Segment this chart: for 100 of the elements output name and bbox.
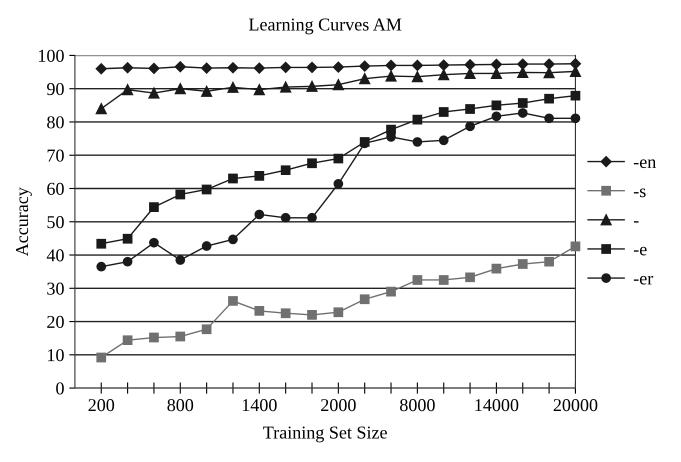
point bbox=[280, 81, 292, 93]
point bbox=[149, 238, 159, 248]
point bbox=[122, 84, 134, 96]
point bbox=[175, 255, 186, 265]
point bbox=[544, 67, 555, 78]
point bbox=[492, 111, 502, 122]
point bbox=[518, 98, 528, 108]
legend-label: -s bbox=[634, 188, 646, 198]
point bbox=[96, 63, 107, 74]
point bbox=[148, 87, 160, 99]
point bbox=[228, 296, 238, 306]
point bbox=[490, 58, 502, 70]
chart-title: Learning Curves AM bbox=[248, 18, 402, 34]
point bbox=[333, 307, 344, 318]
point bbox=[438, 59, 450, 71]
point bbox=[307, 158, 317, 168]
point bbox=[412, 137, 422, 147]
point bbox=[280, 212, 291, 223]
y-tick-label: 30 bbox=[47, 282, 64, 295]
y-tick-label: 80 bbox=[47, 116, 64, 128]
point bbox=[412, 114, 422, 124]
point bbox=[149, 202, 159, 212]
point bbox=[201, 86, 212, 97]
point bbox=[227, 62, 239, 74]
legend-label: -er bbox=[634, 276, 654, 285]
legend-label: -en bbox=[634, 159, 656, 168]
point bbox=[465, 272, 475, 282]
x-tick-label: 14000 bbox=[475, 399, 518, 412]
point bbox=[359, 73, 370, 84]
point bbox=[96, 238, 106, 249]
point bbox=[333, 178, 344, 189]
legend-label: - bbox=[634, 221, 639, 223]
x-tick-label: 200 bbox=[88, 399, 114, 412]
point bbox=[544, 113, 554, 124]
y-tick-label: 10 bbox=[48, 349, 64, 362]
point bbox=[517, 58, 528, 70]
y-axis-title: Accuracy bbox=[16, 187, 32, 256]
point bbox=[201, 62, 212, 74]
point bbox=[280, 308, 291, 318]
x-tick-label: 1400 bbox=[242, 399, 277, 412]
point bbox=[228, 174, 238, 184]
point bbox=[544, 94, 554, 104]
point bbox=[490, 68, 502, 79]
point bbox=[438, 275, 449, 285]
y-tick-label: 100 bbox=[39, 50, 64, 62]
point bbox=[148, 62, 160, 74]
point bbox=[465, 104, 475, 114]
point bbox=[332, 61, 344, 73]
point bbox=[306, 62, 318, 74]
point bbox=[122, 256, 132, 267]
x-axis-title: Training Set Size bbox=[263, 426, 387, 442]
point bbox=[254, 84, 265, 96]
point bbox=[518, 259, 528, 269]
point bbox=[570, 242, 580, 252]
point bbox=[149, 332, 159, 342]
point bbox=[254, 170, 264, 181]
point bbox=[202, 324, 212, 334]
point bbox=[333, 154, 344, 164]
point bbox=[570, 58, 582, 70]
point bbox=[175, 332, 186, 342]
point bbox=[307, 212, 317, 223]
point bbox=[332, 79, 344, 90]
point bbox=[96, 103, 107, 114]
point bbox=[254, 306, 264, 316]
point bbox=[385, 70, 397, 82]
point bbox=[227, 82, 239, 93]
y-tick-label: 70 bbox=[48, 149, 64, 162]
y-tick-label: 20 bbox=[47, 316, 64, 328]
point bbox=[438, 135, 449, 146]
point bbox=[122, 62, 134, 74]
point bbox=[492, 264, 502, 274]
point bbox=[280, 62, 292, 74]
point bbox=[228, 234, 238, 244]
y-tick-label: 90 bbox=[47, 82, 64, 96]
point bbox=[492, 100, 502, 110]
point bbox=[307, 310, 317, 320]
point bbox=[174, 83, 186, 94]
point bbox=[412, 71, 423, 82]
point bbox=[280, 165, 291, 176]
y-tick-label: 0 bbox=[56, 382, 64, 395]
point bbox=[175, 190, 186, 200]
point bbox=[464, 59, 476, 70]
point bbox=[202, 241, 212, 251]
point bbox=[254, 210, 264, 220]
point bbox=[254, 62, 265, 74]
point bbox=[386, 286, 396, 296]
point bbox=[570, 90, 580, 101]
point bbox=[360, 294, 370, 304]
point bbox=[359, 60, 370, 72]
point bbox=[96, 262, 106, 272]
x-tick-label: 800 bbox=[167, 399, 194, 412]
point bbox=[386, 124, 396, 134]
point bbox=[174, 61, 186, 72]
point bbox=[122, 234, 132, 244]
y-tick-label: 40 bbox=[46, 249, 64, 262]
point bbox=[570, 113, 580, 124]
point bbox=[438, 107, 449, 117]
point bbox=[96, 352, 106, 362]
point bbox=[544, 256, 554, 267]
x-tick-label: 2000 bbox=[321, 399, 356, 412]
